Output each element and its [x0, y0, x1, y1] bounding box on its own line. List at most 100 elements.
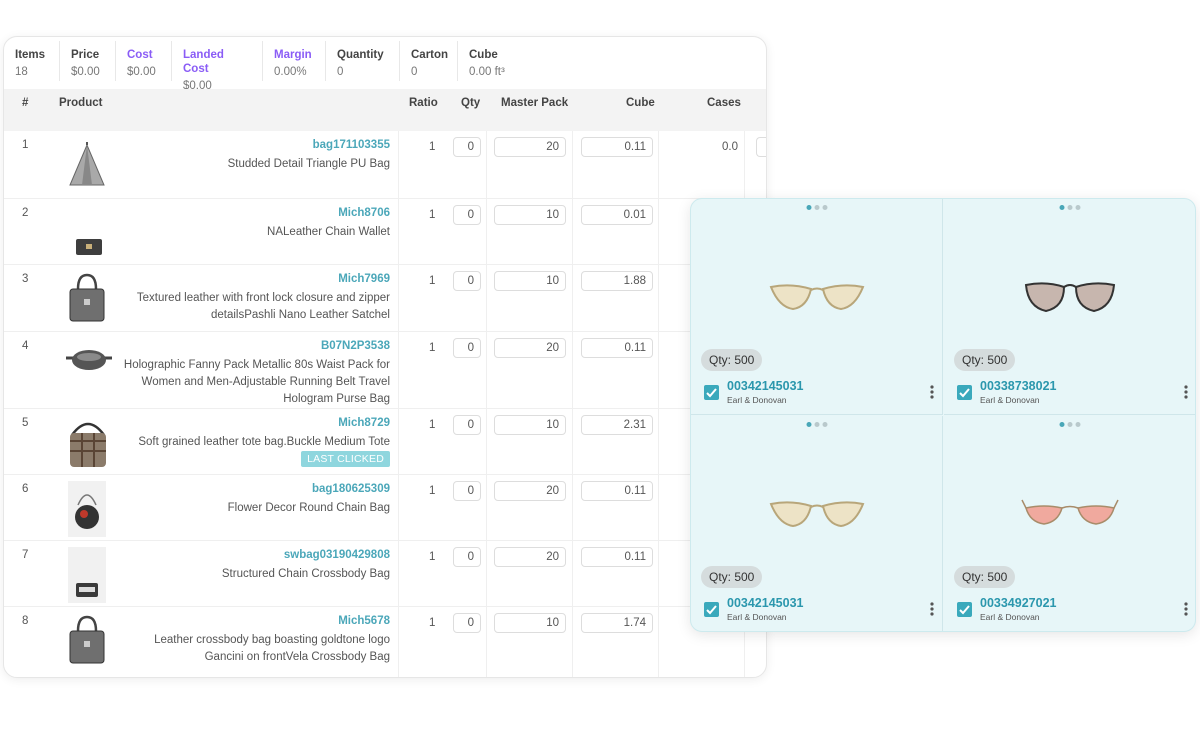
master-pack-input[interactable]: 10	[494, 271, 566, 291]
table-row[interactable]: 6 bag180625309 Flower Decor Round Chain …	[4, 475, 766, 541]
product-tile[interactable]: Qty: 500 00342145031 Earl & Donovan	[691, 199, 943, 415]
ratio-value: 1	[429, 342, 436, 354]
qty-input[interactable]: 0	[453, 338, 481, 358]
satchel-icon	[64, 271, 110, 325]
image-carousel-dots[interactable]	[806, 422, 827, 427]
select-checkbox[interactable]	[957, 385, 972, 400]
summary-value: $0.00	[127, 66, 156, 78]
product-sku-link[interactable]: 00334927021	[980, 596, 1057, 610]
cube-input[interactable]: 0.11	[581, 547, 653, 567]
handbag-icon	[64, 613, 110, 667]
master-pack-input[interactable]: 10	[494, 613, 566, 633]
product-sku-link[interactable]: Mich8706	[338, 207, 390, 219]
product-sku-link[interactable]: bag180625309	[311, 483, 390, 495]
column-divider	[658, 131, 659, 677]
column-header-ratio[interactable]: Ratio	[409, 97, 438, 109]
master-pack-input[interactable]: 20	[494, 137, 566, 157]
product-sku-link[interactable]: bag171103355	[312, 139, 390, 151]
brand-label: Earl & Donovan	[980, 395, 1040, 405]
master-pack-input[interactable]: 20	[494, 547, 566, 567]
select-checkbox[interactable]	[957, 602, 972, 617]
quantity-pill: Qty: 500	[701, 566, 763, 588]
image-carousel-dots[interactable]	[1059, 422, 1081, 427]
summary-items: Items 18	[4, 41, 60, 81]
master-pack-input[interactable]: 10	[494, 415, 566, 435]
product-sku-link[interactable]: Mich5678	[338, 615, 390, 627]
qty-input[interactable]: 0	[453, 547, 481, 567]
master-pack-input[interactable]: 20	[494, 338, 566, 358]
product-tile[interactable]: Qty: 500 00334927021 Earl & Donovan	[944, 416, 1195, 631]
product-sku-link[interactable]: 00342145031	[727, 379, 804, 393]
ratio-value: 1	[429, 419, 436, 431]
cube-input[interactable]: 0.11	[581, 338, 653, 358]
table-row[interactable]: 8 Mich5678 Leather crossbody bag boastin…	[4, 607, 766, 677]
product-description: Flower Decor Round Chain Bag	[227, 502, 390, 514]
master-pack-input[interactable]: 20	[494, 481, 566, 501]
product-tile[interactable]: Qty: 500 00342145031 Earl & Donovan	[691, 416, 943, 631]
image-carousel-dots[interactable]	[1059, 205, 1081, 210]
product-sku-link[interactable]: swbag03190429808	[283, 549, 390, 561]
table-row[interactable]: 7 swbag03190429808 Structured Chain Cros…	[4, 541, 766, 607]
column-header-cube[interactable]: Cube	[626, 97, 655, 109]
quantity-pill: Qty: 500	[954, 566, 1016, 588]
summary-margin: Margin 0.00%	[263, 41, 326, 81]
qty-input[interactable]: 0	[453, 613, 481, 633]
qty-input[interactable]: 0	[453, 415, 481, 435]
qty-input[interactable]: 0	[453, 271, 481, 291]
summary-value: 0.00%	[274, 66, 307, 78]
summary-label: Cost	[127, 49, 153, 61]
more-vert-icon[interactable]	[930, 602, 934, 621]
image-carousel-dots[interactable]	[806, 205, 827, 210]
cube-input[interactable]: 0.11	[581, 481, 653, 501]
row-number: 2	[22, 207, 29, 219]
product-grid-panel: Qty: 500 00342145031 Earl & Donovan Qty:…	[690, 198, 1196, 632]
quantity-pill: Qty: 500	[701, 349, 763, 371]
product-sku-link[interactable]: 00342145031	[727, 596, 804, 610]
column-header-qty[interactable]: Qty	[461, 97, 481, 109]
table-row[interactable]: 3 Mich7969 Textured leather with front l…	[4, 265, 766, 332]
column-divider	[486, 131, 487, 677]
row-number: 4	[22, 340, 29, 352]
product-sku-link[interactable]: 00338738021	[980, 379, 1057, 393]
cube-input[interactable]: 0.11	[581, 137, 653, 157]
table-row[interactable]: 2 Mich8706 NALeather Chain Wallet 1 0 10…	[4, 199, 766, 265]
table-row[interactable]: 5 Mich8729 Soft grained leather tote bag…	[4, 409, 766, 475]
summary-label: Carton	[411, 49, 449, 61]
summary-quantity: Quantity 0	[326, 41, 400, 81]
summary-value: $0.00	[71, 66, 100, 78]
more-vert-icon[interactable]	[1184, 602, 1188, 621]
select-checkbox[interactable]	[704, 602, 719, 617]
column-header-cases[interactable]: Cases	[707, 97, 741, 109]
cube-input[interactable]: 0.01	[581, 205, 653, 225]
more-vert-icon[interactable]	[1184, 385, 1188, 404]
product-sku-link[interactable]: Mich7969	[338, 273, 390, 285]
next-column-input[interactable]	[756, 137, 766, 157]
qty-input[interactable]: 0	[453, 205, 481, 225]
select-checkbox[interactable]	[704, 385, 719, 400]
qty-input[interactable]: 0	[453, 137, 481, 157]
cube-input[interactable]: 1.88	[581, 271, 653, 291]
product-description: Leather crossbody bag boasting goldtone …	[154, 634, 390, 663]
product-sku-link[interactable]: Mich8729	[338, 417, 390, 429]
column-header-product[interactable]: Product	[59, 97, 103, 109]
cube-input[interactable]: 2.31	[581, 415, 653, 435]
summary-label: Price	[71, 49, 100, 61]
cube-input[interactable]: 1.74	[581, 613, 653, 633]
more-vert-icon[interactable]	[930, 385, 934, 404]
table-row[interactable]: 1 bag171103355 Studded Detail Triangle P…	[4, 131, 766, 199]
summary-carton: Carton 0	[400, 41, 458, 81]
summary-cube: Cube 0.00 ft³	[458, 41, 538, 81]
row-number: 6	[22, 483, 29, 495]
ratio-value: 1	[429, 617, 436, 629]
qty-input[interactable]: 0	[453, 481, 481, 501]
column-header-num: #	[22, 97, 29, 109]
product-tile[interactable]: Qty: 500 00338738021 Earl & Donovan	[944, 199, 1195, 415]
round-chain-bag-icon	[64, 481, 110, 537]
master-pack-input[interactable]: 10	[494, 205, 566, 225]
cat-eye-sunglasses-icon	[767, 277, 867, 322]
table-row[interactable]: 4 B07N2P3538 Holographic Fanny Pack Meta…	[4, 332, 766, 409]
column-header-master-pack[interactable]: Master Pack	[501, 97, 569, 109]
product-sku-link[interactable]: B07N2P3538	[320, 340, 390, 352]
quantity-pill: Qty: 500	[954, 349, 1016, 371]
summary-price: Price $0.00	[60, 41, 116, 81]
